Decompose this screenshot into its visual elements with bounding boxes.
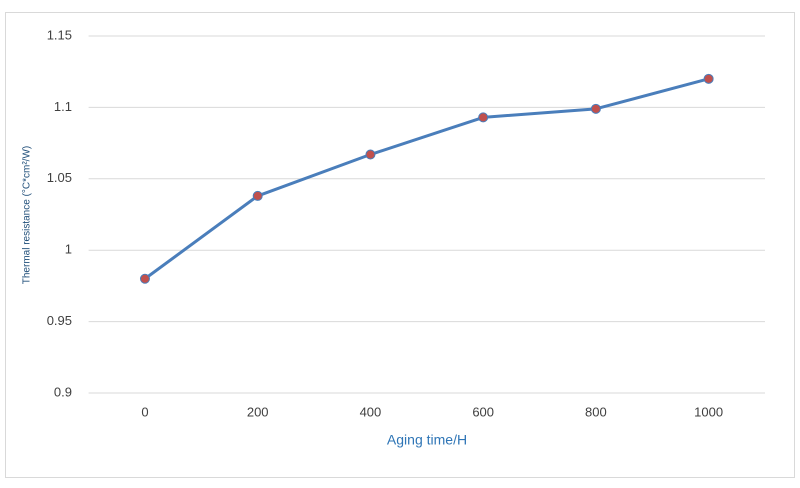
x-axis-label: Aging time/H xyxy=(387,432,467,448)
x-tick-label: 400 xyxy=(360,404,382,419)
chart-border xyxy=(5,12,795,478)
data-point xyxy=(252,190,263,201)
y-tick-label: 1 xyxy=(65,242,72,257)
data-point xyxy=(139,273,150,284)
data-point xyxy=(365,149,376,160)
x-tick-label: 200 xyxy=(247,404,269,419)
x-tick-label: 0 xyxy=(141,404,148,419)
data-point xyxy=(703,73,714,84)
x-tick-label: 800 xyxy=(585,404,607,419)
data-point xyxy=(590,103,601,114)
y-tick-label: 0.95 xyxy=(47,313,72,328)
y-axis-label: Thermal resistance (°C*cm²/W) xyxy=(22,146,33,284)
series-line xyxy=(144,77,710,280)
y-tick-label: 0.9 xyxy=(54,384,72,399)
x-tick-label: 1000 xyxy=(694,404,723,419)
y-tick-label: 1.05 xyxy=(47,170,72,185)
x-tick-label: 600 xyxy=(472,404,494,419)
y-tick-label: 1.1 xyxy=(54,99,72,114)
y-tick-label: 1.15 xyxy=(47,27,72,42)
data-point xyxy=(478,112,489,123)
